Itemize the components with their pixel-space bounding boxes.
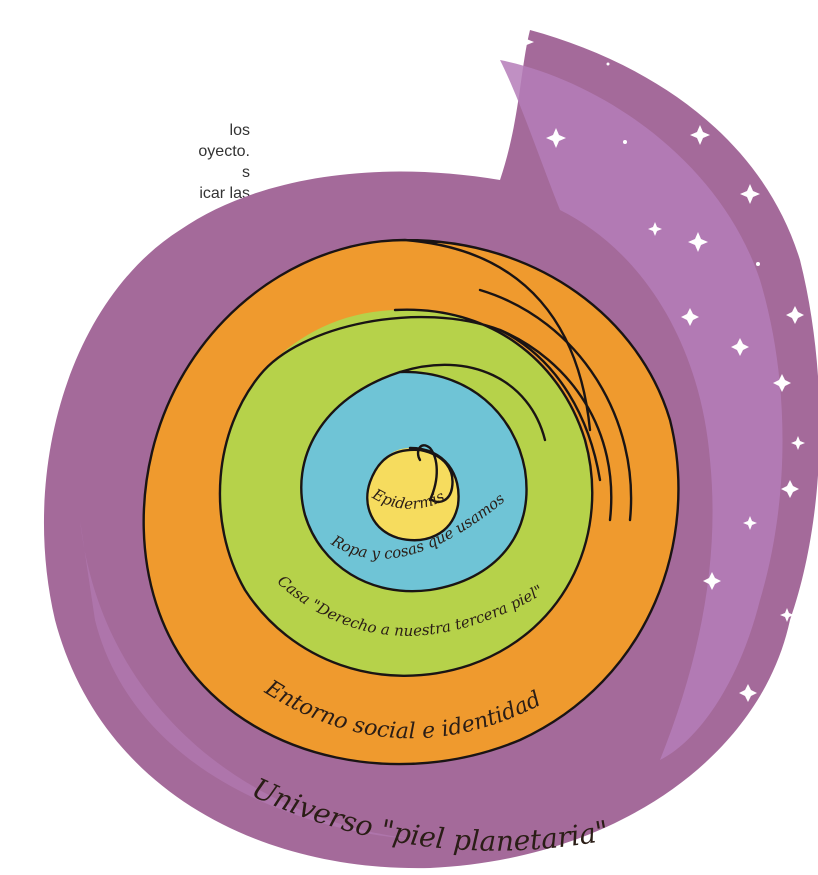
star-icon (786, 306, 804, 324)
spiral-line-inner (366, 446, 460, 542)
star-icon (743, 516, 757, 530)
star-icon (791, 436, 805, 450)
star-icon (781, 480, 799, 498)
star-icon (780, 608, 794, 622)
intro-line: los (229, 122, 250, 139)
star-dot-icon (623, 140, 627, 144)
intro-line: icar las (199, 185, 250, 202)
star-icon (648, 222, 662, 236)
spiral-line-outer (142, 238, 680, 766)
spiral-arc-a (498, 328, 613, 522)
spiral-arc-b (478, 288, 633, 522)
star-icon (740, 184, 760, 204)
spiral-line-2 (218, 308, 602, 677)
star-dot-icon (606, 62, 610, 66)
spiral-line-3 (300, 363, 547, 593)
star-icon (690, 125, 710, 145)
intro-line: s (242, 164, 250, 181)
spiral-curl (416, 444, 438, 502)
intro-line: oyecto. (198, 143, 250, 160)
star-icon (546, 128, 566, 148)
star-icon (703, 572, 721, 590)
star-icon (773, 374, 791, 392)
star-dot-icon (756, 262, 760, 266)
star-icon (731, 338, 749, 356)
star-icon (688, 232, 708, 252)
star-icon (739, 684, 757, 702)
star-icon (681, 308, 699, 326)
star-icon (506, 28, 534, 56)
